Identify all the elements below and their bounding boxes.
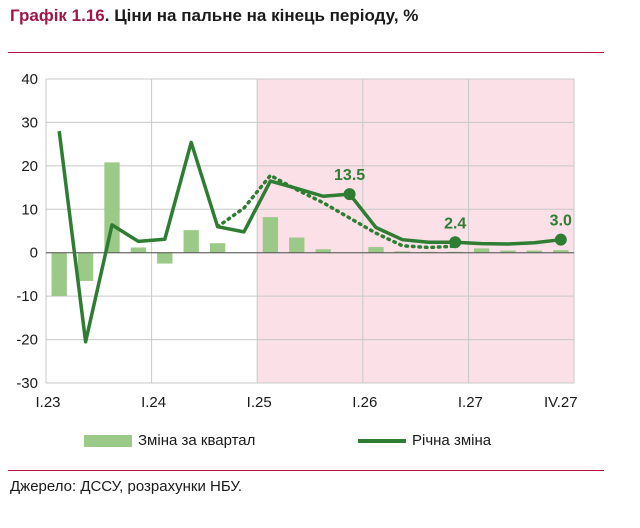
legend-item-bar: Зміна за квартал	[84, 432, 255, 449]
chart-area: -30 -20 -10 0 10 20 30 40 I.23 I.24 I.25 I.26 I.27 IV…	[16, 71, 578, 411]
source-note: Джерело: ДССУ, розрахунки НБУ.	[10, 478, 243, 495]
bar	[157, 252, 173, 264]
bar	[130, 247, 147, 253]
point-value-label: 3.0	[550, 213, 572, 230]
bar	[289, 237, 305, 253]
x-tick-label: I.23	[35, 394, 60, 411]
source-rule	[8, 470, 604, 471]
labeled-point	[554, 233, 567, 246]
bar	[77, 252, 94, 281]
bar	[315, 249, 331, 253]
legend-line-label: Річна зміна	[412, 432, 492, 449]
y-tick-label: 20	[21, 158, 38, 175]
chart-title: Графік 1.16. Ціни на пальне на кінець пе…	[10, 6, 418, 26]
labeled-point	[343, 188, 356, 201]
bar	[553, 250, 569, 253]
bar	[262, 217, 279, 253]
bar	[500, 250, 516, 253]
y-tick-label: -20	[16, 332, 38, 349]
bar	[526, 250, 543, 253]
annual-change-line	[57, 130, 562, 344]
point-value-label: 2.4	[444, 215, 466, 232]
legend-bar-swatch	[84, 434, 132, 447]
title-rule	[8, 52, 604, 53]
x-tick-label: I.24	[141, 394, 166, 411]
legend-bar-label: Зміна за квартал	[138, 432, 256, 449]
bar	[51, 252, 67, 297]
bar	[209, 243, 226, 253]
forecast-shade	[257, 79, 574, 383]
y-tick-label: 10	[21, 201, 38, 218]
chart-title-text: . Ціни на пальне на кінець періоду, %	[104, 6, 419, 25]
x-tick-label: I.26	[352, 394, 377, 411]
point-value-label: 13.5	[334, 167, 365, 184]
bar	[183, 230, 199, 253]
bar	[104, 162, 120, 253]
y-tick-label: 30	[21, 114, 38, 131]
labeled-point	[449, 236, 462, 249]
bar	[473, 248, 490, 253]
y-tick-label: -10	[16, 288, 38, 305]
bar	[368, 247, 384, 253]
x-tick-label: I.27	[458, 394, 483, 411]
y-tick-label: 40	[21, 71, 38, 88]
x-tick-label: I.25	[247, 394, 272, 411]
x-tick-label: IV.27	[544, 394, 578, 411]
legend-item-line: Річна зміна	[358, 432, 491, 449]
chart-number: Графік 1.16	[10, 6, 105, 25]
dotted-series-line	[215, 173, 457, 250]
bar	[394, 251, 411, 253]
y-tick-label: -30	[16, 375, 38, 392]
y-tick-label: 0	[30, 245, 38, 262]
legend-line-swatch	[358, 438, 406, 443]
